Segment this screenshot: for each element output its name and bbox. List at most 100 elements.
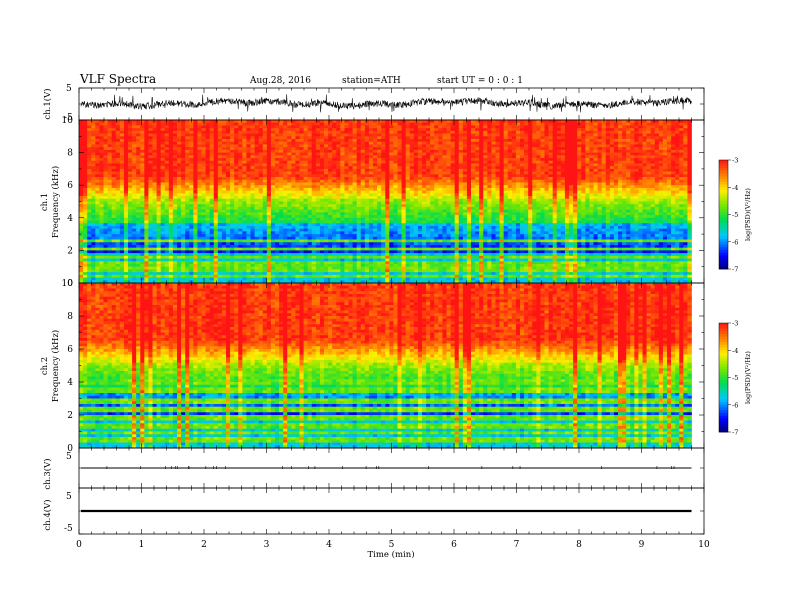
spectrogram-cell (430, 201, 435, 205)
spectrogram-cell (426, 174, 431, 178)
spectrogram-cell (348, 120, 353, 124)
spectrogram-cell (340, 139, 345, 143)
spectrogram-cell (287, 147, 292, 151)
spectrogram-cell (548, 182, 554, 186)
spectrogram-cell (552, 149, 558, 153)
spectrogram-cell (479, 125, 484, 129)
spectrogram-cell (630, 130, 635, 134)
spectrogram-cell (83, 187, 88, 191)
spectrogram-cell (303, 136, 309, 140)
spectrogram-cell (409, 190, 415, 194)
spectrogram-cell (683, 144, 688, 148)
spectrogram-cell (585, 198, 590, 202)
spectrogram-cell (295, 179, 300, 183)
spectrogram-cell (319, 168, 325, 172)
spectrogram-cell (646, 190, 652, 194)
spectrogram-cell (172, 160, 178, 164)
spectrogram-cell (426, 201, 431, 205)
spectrogram-cell (434, 196, 439, 200)
spectrogram-cell (601, 158, 607, 162)
spectrogram-cell (128, 125, 133, 129)
spectrogram-cell (528, 196, 533, 200)
spectrogram-cell (111, 204, 117, 208)
spectrogram-cell (671, 196, 676, 200)
spectrogram-cell (209, 149, 215, 153)
spectrogram-cell (136, 168, 141, 172)
spectrogram-cell (217, 163, 223, 167)
spectrogram-cell (344, 190, 349, 194)
spectrogram-cell (581, 139, 586, 143)
spectrogram-cell (377, 171, 382, 175)
spectrogram-cell (462, 147, 468, 151)
spectrogram-cell (597, 136, 603, 140)
spectrogram-cell (458, 182, 464, 186)
spectrogram-cell (450, 201, 456, 205)
spectrogram-cell (287, 174, 292, 178)
spectrogram-cell (364, 171, 370, 175)
spectrogram-cell (230, 147, 235, 151)
spectrogram-cell (560, 144, 566, 148)
spectrogram-cell (164, 168, 170, 172)
spectrogram-cell (217, 187, 223, 191)
spectrogram-cell (348, 160, 353, 164)
spectrogram-cell (507, 133, 513, 137)
spectrogram-cell (450, 187, 456, 191)
spectrogram-cell (642, 187, 647, 191)
spectrogram-cell (262, 198, 268, 202)
spectrogram-cell (662, 158, 668, 162)
spectrogram-cell (250, 139, 255, 143)
spectrogram-cell (393, 166, 398, 170)
spectrogram-cell (438, 147, 443, 151)
spectrogram-cell (315, 168, 321, 172)
spectrogram-cell (401, 187, 407, 191)
spectrogram-cell (266, 198, 272, 202)
spectrogram-cell (356, 198, 362, 202)
spectrogram-cell (226, 141, 231, 145)
spectrogram-cell (422, 179, 427, 183)
spectrogram-cell (177, 182, 182, 186)
spectrogram-cell (385, 136, 390, 140)
spectrogram-cell (471, 204, 476, 208)
spectrogram-cell (258, 190, 264, 194)
spectrogram-cell (430, 187, 435, 191)
spectrogram-cell (593, 141, 598, 145)
spectrogram-cell (613, 204, 619, 208)
spectrogram-cell (111, 168, 117, 172)
spectrogram-cell (270, 160, 276, 164)
spectrogram-cell (311, 125, 317, 129)
spectrogram-cell (152, 198, 157, 202)
spectrogram-cell (466, 120, 472, 124)
spectrogram-cell (413, 141, 419, 145)
spectrogram-cell (238, 130, 243, 134)
spectrogram-cell (344, 136, 349, 140)
spectrogram-cell (115, 125, 121, 129)
spectrogram-cell (524, 147, 529, 151)
spectrogram-cell (601, 122, 607, 126)
spectrogram-cell (585, 130, 590, 134)
spectrogram-cell (311, 206, 317, 210)
spectrogram-cell (511, 182, 517, 186)
spectrogram-cell (132, 158, 137, 162)
spectrogram-cell (564, 185, 570, 189)
spectrogram-cell (650, 171, 656, 175)
spectrogram-cell (564, 139, 570, 143)
spectrogram-cell (99, 177, 104, 181)
spectrogram-cell (511, 149, 517, 153)
spectrogram-cell (360, 206, 366, 210)
spectrogram-cell (605, 144, 611, 148)
spectrogram-cell (622, 198, 627, 202)
spectrogram-cell (450, 158, 456, 162)
spectrogram-cell (221, 147, 227, 151)
spectrogram-cell (246, 130, 251, 134)
spectrogram-cell (626, 179, 631, 183)
spectrogram-cell (499, 155, 505, 159)
spectrogram-cell (332, 147, 337, 151)
spectrogram-cell (213, 182, 219, 186)
spectrogram-cell (377, 155, 382, 159)
spectrogram-cell (675, 147, 680, 151)
spectrogram-cell (442, 163, 447, 167)
spectrogram-cell (168, 166, 174, 170)
spectrogram-cell (79, 158, 84, 162)
spectrogram-cell (585, 182, 590, 186)
spectrogram-cell (99, 163, 104, 167)
